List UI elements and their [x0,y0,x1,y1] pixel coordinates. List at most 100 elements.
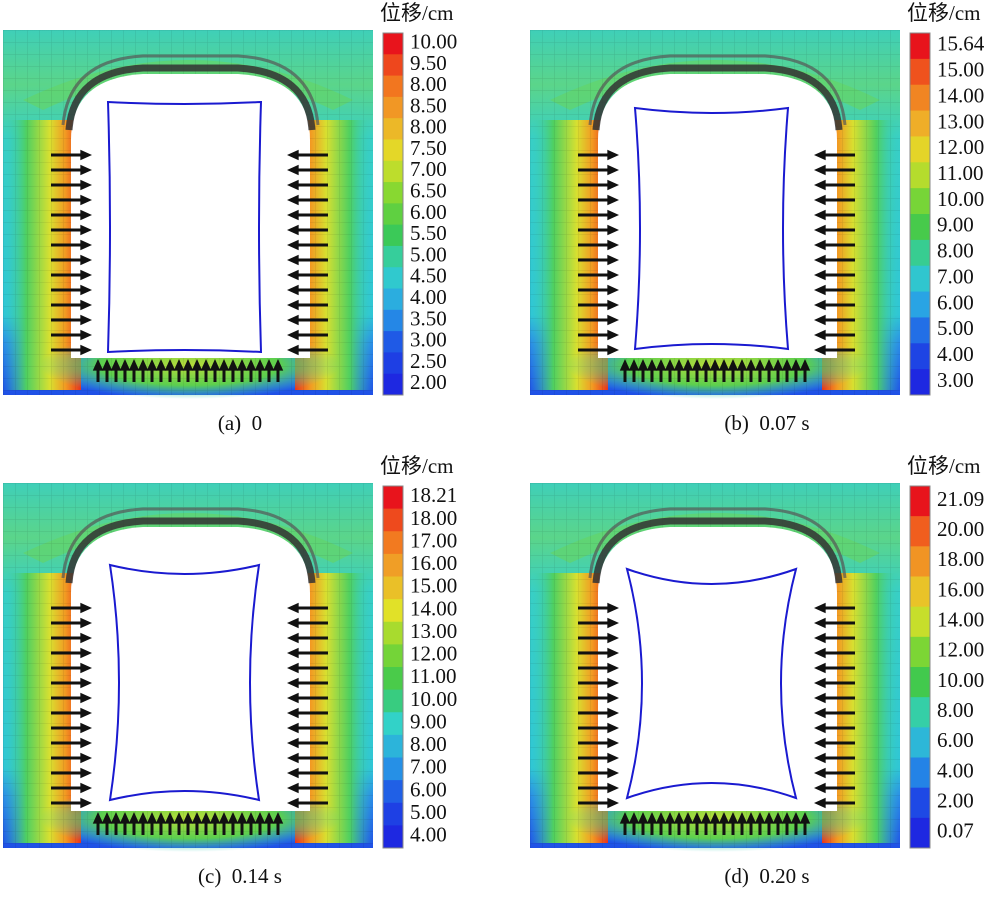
arrow-head [287,239,299,251]
arrow-head [754,359,766,371]
colorbar-segment [910,239,930,267]
colorbar-label: 4.00 [937,758,974,782]
arrow-head [607,692,619,704]
arrow-head [607,254,619,266]
arrow-head [682,359,694,371]
arrow-head [607,677,619,689]
lining-arc [592,517,843,584]
colorbar-segment [383,288,403,311]
colorbar-label: 6.00 [410,200,447,224]
colorbar-label: 5.00 [410,242,447,266]
colorbar-segment [383,734,403,758]
arrow-head [607,632,619,644]
colorbar-segment [910,162,930,189]
colorbar-segment [910,136,930,163]
arrow-head [227,812,239,824]
arrow-head [814,677,826,689]
panel: 18.2118.0017.0016.0015.0014.0013.0012.00… [3,454,457,888]
arrow-head [209,359,221,371]
arrow-head [137,812,149,824]
colorbar-segment [383,802,403,826]
arrow-head [607,767,619,779]
arrow-head [101,812,113,824]
arrow-head [245,359,257,371]
colorbar-label: 14.00 [410,596,457,620]
colorbar-label: 11.00 [410,664,456,688]
arrow-head [287,797,299,809]
arrow-head [200,812,212,824]
colorbar-label: 15.64 [937,32,985,56]
colorbar-frame [382,485,404,849]
colorbar-label: 9.00 [937,213,974,237]
arrow-head [763,812,775,824]
colorbar-segment [910,486,930,517]
colorbar-segment [383,118,403,140]
colorbar-label: 4.00 [410,823,447,847]
colorbar-label: 6.00 [410,777,447,801]
lining-arc [61,54,320,126]
colorbar-segment [910,546,930,577]
colorbar-label: 0.07 [937,819,974,843]
colorbar-segment [383,33,403,55]
arrow-head [814,299,826,311]
caption: (c) 0.14 s [198,864,282,888]
colorbar-segment [383,576,403,600]
colorbar-segment [383,757,403,781]
arrow-head [80,344,92,356]
arrow-head [146,359,158,371]
colorbar-segment [910,265,930,293]
colorbar-segment [910,188,930,215]
arrow-head [814,224,826,236]
arrow-head [287,707,299,719]
arrow-head [80,647,92,659]
arrow-head [814,797,826,809]
arrow-head [607,179,619,191]
colorbar-segment [383,96,403,119]
arrow-head [80,224,92,236]
arrow-head [80,632,92,644]
colorbar-label: 8.50 [410,93,447,117]
arrow-head [814,329,826,341]
arrow-head [655,812,667,824]
arrow-head [287,722,299,734]
arrow-head [80,299,92,311]
colorbar-segment [383,331,403,353]
colorbar-segment [910,343,930,370]
colorbar-segment [383,160,403,183]
colorbar-segment [910,667,930,698]
unit-label: 位移/cm [380,1,454,25]
colorbar-label: 2.00 [410,370,447,394]
colorbar-label: 6.50 [410,179,447,203]
opening [598,527,837,811]
colorbar-frame [909,32,931,396]
arrow-head [110,359,122,371]
colorbar-label: 3.00 [937,368,974,392]
colorbar-label: 5.00 [937,316,974,340]
arrow-head [709,812,721,824]
arrow-head [619,812,631,824]
lining-arc [588,507,847,579]
panel: 15.6415.0014.0013.0012.0011.0010.009.008… [530,1,985,435]
colorbar-label: 18.00 [937,547,984,571]
colorbar-label: 3.50 [410,306,447,330]
arrow-head [814,149,826,161]
colorbar-label: 14.00 [937,608,984,632]
colorbar-label: 9.50 [410,51,447,75]
colorbar-segment [383,644,403,668]
arrow-head [173,812,185,824]
colorbar-label: 16.00 [410,551,457,575]
arrow-head [80,767,92,779]
colorbar-segment [383,309,403,332]
colorbar-label: 12.00 [937,638,984,662]
section-outline [633,106,790,351]
arrow-head [814,707,826,719]
caption: (a) 0 [218,411,262,435]
colorbar-segment [910,291,930,318]
colorbar-segment [383,373,403,396]
arrow-head [287,299,299,311]
arrow-head [80,662,92,674]
arrow-head [287,344,299,356]
arrow-head [781,812,793,824]
arrow-head [263,359,275,371]
arrow-head [691,812,703,824]
